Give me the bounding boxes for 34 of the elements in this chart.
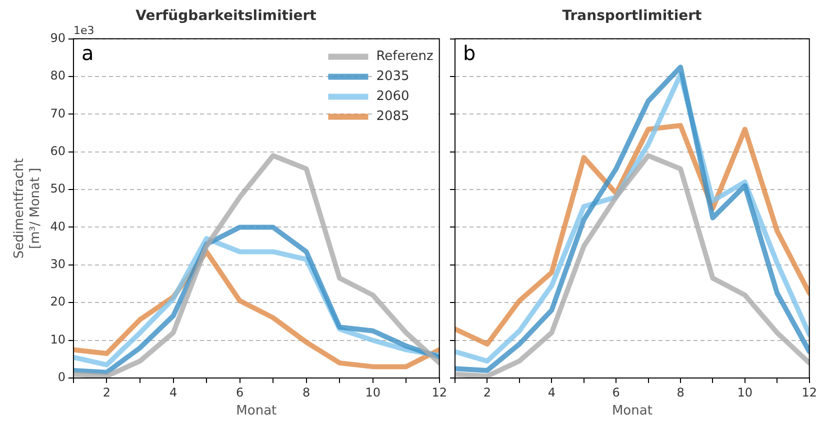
chart-title: Verfügbarkeitslimitiert	[136, 8, 317, 24]
x-tick-label: 12	[432, 385, 448, 400]
y-tick-label: 40	[50, 219, 66, 234]
x-tick-label: 6	[612, 385, 620, 400]
x-tick-label: 8	[302, 385, 310, 400]
legend-label: 2060	[376, 89, 410, 104]
y-axis-title: Sedimentfracht [m³/ Monat ]	[12, 158, 43, 259]
annotation: b	[463, 41, 476, 66]
y-tick-label: 0	[58, 370, 66, 384]
legend-label: Referenz	[376, 49, 434, 64]
y-tick-label: 70	[50, 106, 66, 120]
x-tick-label: 4	[548, 385, 556, 400]
y-tick-label: 30	[50, 257, 66, 272]
legend-label: 2085	[376, 109, 410, 124]
legend-label: 2035	[376, 69, 410, 84]
x-tick-label: 12	[802, 385, 818, 400]
y-tick-label: 50	[50, 182, 66, 196]
x-tick-label: 4	[169, 385, 178, 400]
x-tick-label: 2	[483, 385, 492, 400]
x-tick-label: 8	[676, 385, 684, 400]
y-tick-label: 20	[50, 294, 66, 309]
x-tick-label: 2	[102, 385, 111, 400]
chart-title: Transportlimitiert	[562, 8, 702, 24]
x-tick-label: 6	[236, 385, 244, 400]
y-tick-label: 10	[50, 332, 66, 346]
x-axis-title: Monat	[236, 404, 277, 419]
annotation: a	[81, 41, 94, 66]
x-axis-title: Monat	[612, 404, 652, 419]
y-tick-label: 80	[50, 68, 66, 83]
y-tick-label: 60	[50, 144, 66, 158]
x-tick-label: 10	[365, 385, 380, 400]
x-tick-label: 10	[737, 385, 753, 400]
y-tick-label: 90	[50, 30, 66, 45]
text: 1e3	[73, 24, 94, 38]
